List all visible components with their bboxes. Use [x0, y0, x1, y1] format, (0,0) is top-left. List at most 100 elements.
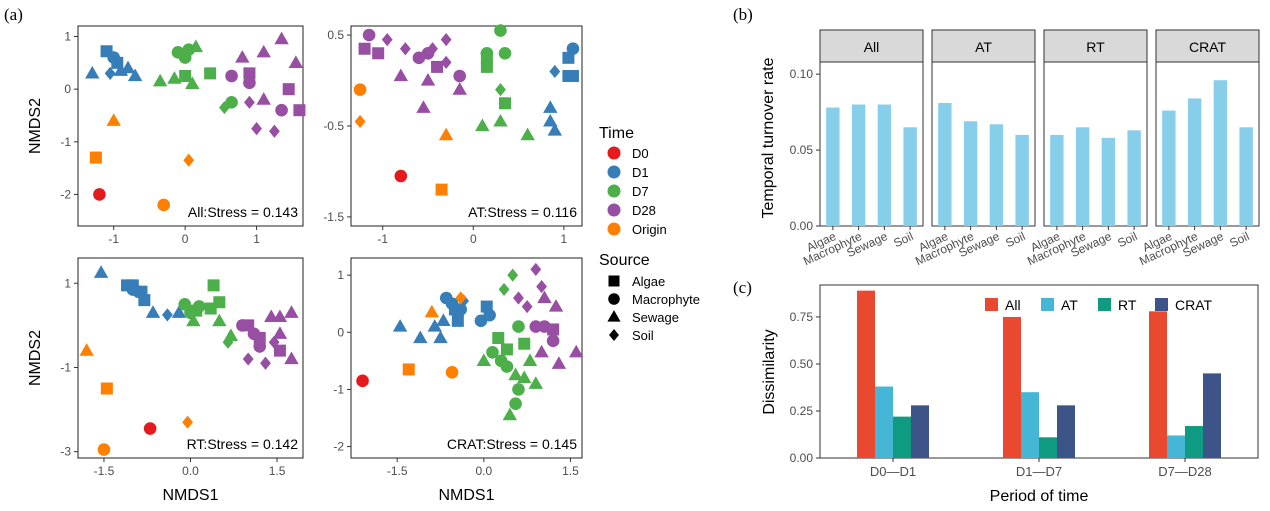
source-legend-square-icon — [608, 275, 620, 287]
nmds-all-point — [244, 95, 255, 109]
nmds-crat-xtick-label: 1.5 — [562, 464, 579, 478]
nmds-all-ytick-label: -1 — [60, 135, 71, 149]
nmds-at-ytick-label: -0.5 — [323, 119, 344, 133]
dissimilarity-ylabel: Dissimilarity — [761, 329, 778, 414]
nmds-all-point — [152, 73, 168, 87]
nmds-rt-xtick-label: -1.5 — [94, 464, 115, 478]
nmds-at-point — [438, 127, 454, 141]
nmds-all-ytick-label: -2 — [60, 187, 71, 201]
source-legend-triangle-icon — [607, 310, 621, 322]
nmds-at-point — [480, 51, 493, 64]
dissimilarity-legend-label: AT — [1061, 297, 1078, 313]
nmds-at-point — [566, 42, 580, 56]
nmds-at-point — [362, 28, 376, 42]
time-legend-label: D28 — [632, 203, 656, 218]
source-legend-label: Macrophyte — [632, 292, 700, 307]
nmds-at-point — [475, 118, 490, 132]
nmds-crat-point — [546, 334, 560, 348]
turnover-xtick-label: Soil — [1115, 229, 1139, 250]
nmds-crat-point — [392, 319, 408, 332]
nmds-at-point — [431, 60, 444, 73]
dissimilarity-xtick-label: D0—D1 — [870, 464, 916, 479]
nmds-crat-point — [436, 313, 451, 326]
turnover-bar — [1213, 80, 1228, 226]
dissimilarity-ytick-label: 0.50 — [790, 357, 814, 371]
nmds-at-ytick-label: -1.5 — [323, 210, 344, 224]
dissimilarity-bar-at — [875, 386, 893, 458]
nmds-crat-point — [521, 299, 533, 314]
nmds-at-point — [543, 100, 558, 113]
dissimilarity-ytick-label: 0.75 — [790, 310, 814, 324]
nmds-crat-point — [509, 397, 522, 411]
nmds-rt-ytick-label: -1 — [60, 360, 71, 374]
nmds-all-point — [167, 71, 182, 84]
turnover-bar — [851, 104, 866, 226]
nmds-crat-point — [445, 365, 459, 379]
nmds-at-point — [543, 113, 558, 127]
dissimilarity-ytick-label: 0.00 — [790, 451, 814, 465]
nmds-all-point — [243, 76, 256, 90]
nmds-all-point — [251, 122, 262, 136]
nmds-crat-point — [507, 268, 519, 282]
nmds-crat-point — [476, 353, 492, 366]
nmds-all-point — [157, 198, 171, 212]
turnover-bar — [1162, 110, 1176, 226]
nmds-at-point — [372, 47, 385, 60]
nmds-at-xtick-label: -1 — [377, 232, 388, 246]
nmds-crat-point — [500, 343, 513, 356]
turnover-facet-title: RT — [1086, 39, 1105, 55]
nmds-at-stress-label: AT:Stress = 0.116 — [468, 204, 577, 220]
dissimilarity-legend-swatch-rt — [1098, 298, 1111, 311]
nmds-crat-point — [517, 370, 532, 384]
nmds-crat-point — [451, 314, 464, 327]
nmds-rt-point — [284, 351, 299, 365]
nmds-at-point — [499, 97, 511, 110]
turnover-bar — [877, 104, 892, 226]
source-legend-label: Sewage — [632, 310, 679, 325]
nmds-at-point — [453, 69, 467, 83]
nmds-at-point — [427, 42, 438, 56]
nmds-crat-ytick-label: -2 — [333, 440, 344, 454]
dissimilarity-bar-rt — [1185, 426, 1203, 458]
nmds-all-point — [235, 50, 250, 63]
nmds-crat-ytick-label: -1 — [333, 382, 344, 396]
nmds-rt-point — [242, 352, 254, 366]
nmds-rt-point — [138, 294, 151, 307]
nmds-crat-point — [534, 344, 549, 358]
turnover-bar — [989, 124, 1004, 226]
nmds-all-ylabel: NMDS2 — [27, 98, 44, 154]
nmds-crat-point — [413, 330, 428, 344]
nmds-crat-point — [356, 374, 369, 388]
nmds-all-point — [256, 44, 271, 58]
nmds-at-xtick-label: 1 — [561, 232, 568, 246]
dissimilarity-bar-all — [1149, 311, 1167, 458]
turnover-ytick-label: 0.10 — [790, 67, 814, 81]
nmds-crat-point — [454, 303, 468, 316]
nmds-all-point — [127, 68, 143, 82]
nmds-crat-point — [522, 353, 538, 366]
turnover-bar — [1050, 134, 1064, 226]
nmds-at-point — [498, 46, 512, 60]
nmds-all-point — [256, 92, 271, 105]
dissimilarity-xlabel: Period of time — [990, 488, 1089, 505]
time-legend-label: D0 — [632, 146, 649, 161]
nmds-crat-ytick-label: 1 — [337, 268, 344, 282]
source-legend-label: Soil — [632, 328, 654, 343]
nmds-all-point — [179, 70, 192, 82]
nmds-rt-xtick-label: 1.5 — [269, 464, 286, 478]
nmds-crat-point — [513, 291, 524, 305]
panel-label-a: (a) — [4, 5, 23, 24]
nmds-all-point — [219, 100, 230, 115]
nmds-rt-stress-label: RT:Stress = 0.142 — [187, 436, 299, 452]
turnover-bar — [903, 127, 917, 226]
nmds-at-point — [416, 100, 431, 113]
time-legend-swatch-origin — [607, 222, 621, 236]
nmds-rt-point — [253, 340, 267, 353]
nmds-crat-point — [483, 308, 496, 322]
nmds-crat-point — [427, 319, 442, 332]
nmds-at-point — [547, 123, 563, 136]
time-legend-swatch-d0 — [607, 146, 621, 160]
time-legend-label: D1 — [632, 165, 649, 180]
dissimilarity-bar-crat — [1057, 405, 1075, 458]
nmds-rt-point — [97, 443, 111, 456]
